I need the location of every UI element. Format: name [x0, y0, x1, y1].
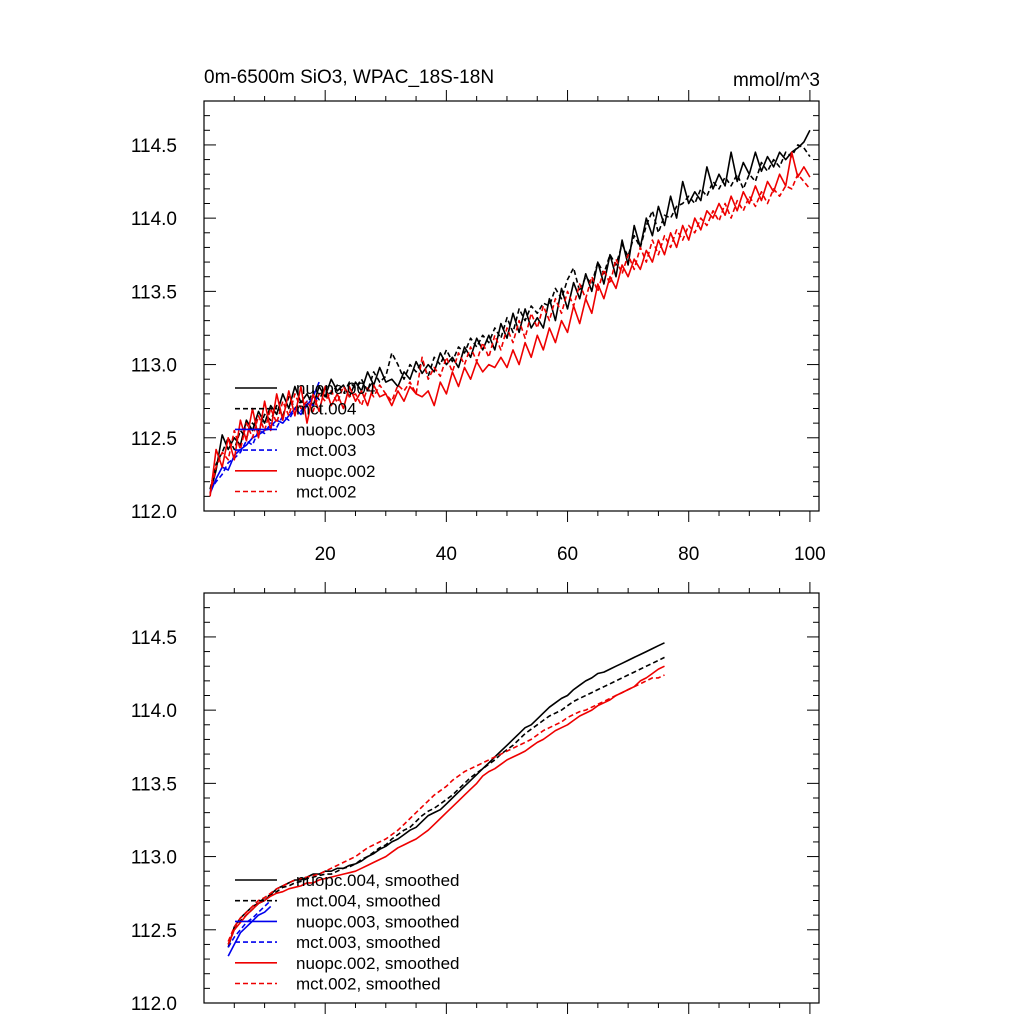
- x-tick-label: 60: [557, 544, 578, 565]
- series-line-mct-002: [209, 173, 811, 494]
- series-line-nuopc-002-smoothed: [227, 665, 665, 945]
- series-group-top: [209, 129, 811, 497]
- legend-label: nuopc.002: [296, 462, 375, 481]
- legend-label: nuopc.003, smoothed: [296, 912, 460, 931]
- y-tick-label: 113.0: [131, 848, 177, 869]
- x-tick-label: 100: [794, 544, 826, 565]
- series-line-mct-003-smoothed: [227, 899, 272, 948]
- legend-label: mct.004: [296, 400, 356, 419]
- units-label: mmol/m^3: [733, 70, 820, 91]
- y-tick-label: 112.5: [131, 429, 177, 450]
- x-tick-label: 20: [315, 544, 336, 565]
- axis-ticks-bottom: 112.0 112.5 113.0 113.5 114.0 114.5: [131, 582, 819, 1015]
- axis-ticks-top: 112.0 112.5 113.0 113.5 114.0 114.5 20 40 60 80 10…: [131, 90, 826, 565]
- chart-title: 0m-6500m SiO3, WPAC_18S-18N: [204, 67, 494, 88]
- x-tick-label: 80: [678, 544, 699, 565]
- legend-label: nuopc.003: [296, 420, 375, 439]
- legend-label: mct.003: [296, 441, 356, 460]
- y-tick-label: 114.0: [131, 209, 177, 230]
- series-line-mct-002-smoothed: [227, 674, 665, 942]
- series-line-mct-003: [209, 393, 320, 491]
- series-line-nuopc-003-smoothed: [227, 905, 272, 957]
- series-line-nuopc-002: [209, 151, 811, 497]
- legend-label: mct.002: [296, 483, 356, 502]
- legend-label: mct.004, smoothed: [296, 892, 441, 911]
- y-tick-label: 114.5: [131, 136, 177, 157]
- y-tick-label: 113.5: [131, 282, 177, 303]
- y-tick-label: 113.0: [131, 356, 177, 377]
- y-tick-label: 114.0: [131, 701, 177, 722]
- series-line-mct-004-smoothed: [227, 656, 665, 945]
- y-tick-label: 113.5: [131, 774, 177, 795]
- legend-label: mct.003, smoothed: [296, 933, 441, 952]
- series-group-bottom: [227, 642, 665, 957]
- series-line-nuopc-004-smoothed: [227, 642, 665, 948]
- legend-label: mct.002, smoothed: [296, 975, 441, 994]
- series-line-mct-004: [209, 144, 811, 490]
- y-tick-label: 112.0: [131, 502, 177, 523]
- bottom-panel: 112.0 112.5 113.0 113.5 114.0 114.5 nuopc.004…: [131, 582, 820, 1015]
- y-tick-label: 114.5: [131, 628, 177, 649]
- x-tick-label: 40: [436, 544, 457, 565]
- legend-label: nuopc.002, smoothed: [296, 954, 460, 973]
- legend-label: nuopc.004: [296, 379, 375, 398]
- top-panel: 0m-6500m SiO3, WPAC_18S-18N mmol/m^3 112…: [131, 67, 826, 565]
- legend-label: nuopc.004, smoothed: [296, 871, 460, 890]
- y-tick-label: 112.0: [131, 994, 177, 1015]
- y-tick-label: 112.5: [131, 921, 177, 942]
